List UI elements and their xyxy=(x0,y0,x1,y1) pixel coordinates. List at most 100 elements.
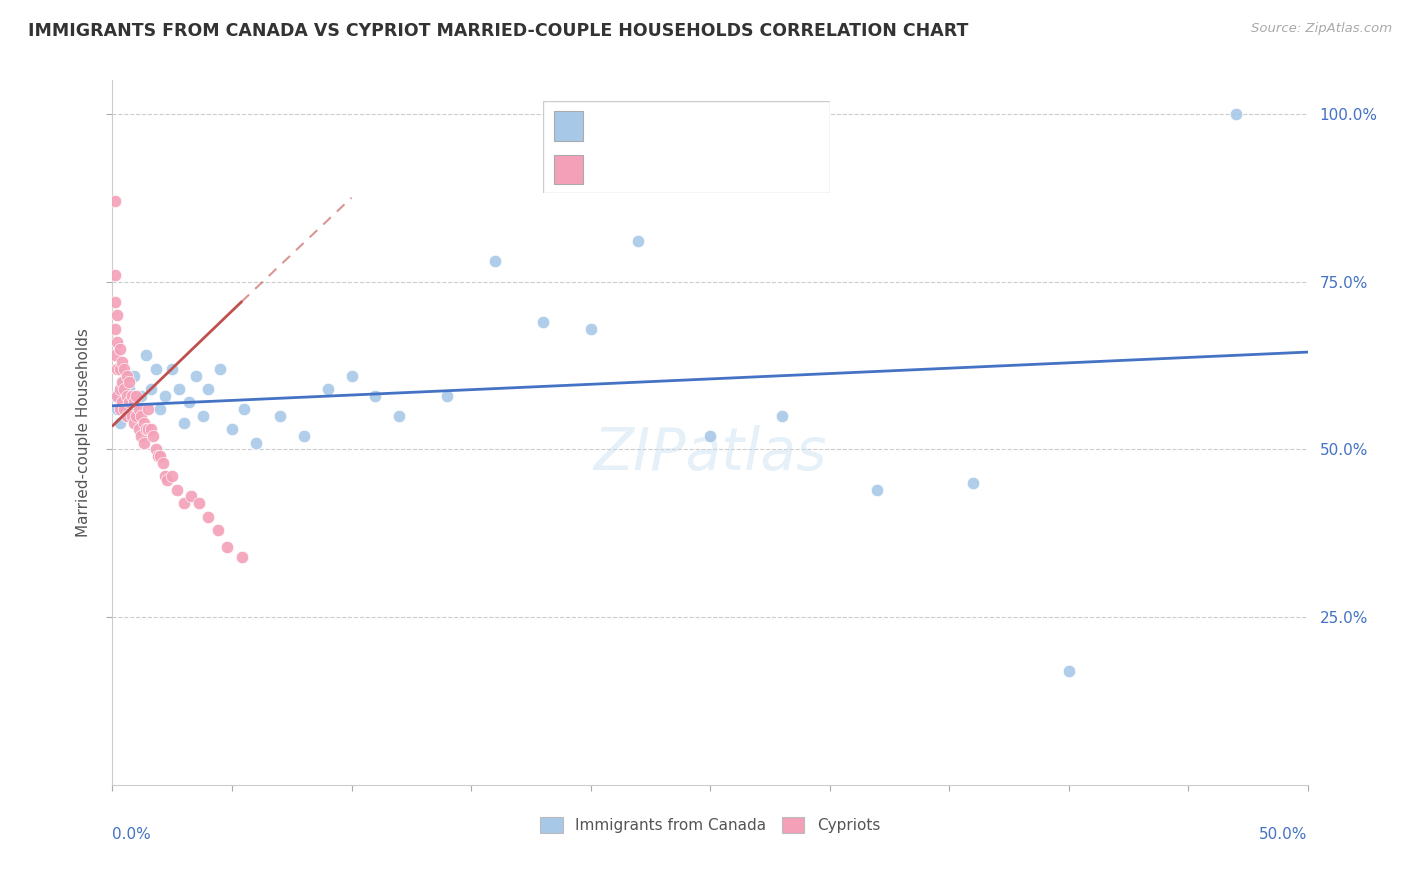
Point xyxy=(231,549,253,564)
Point xyxy=(162,469,183,483)
Point xyxy=(156,473,179,487)
Point xyxy=(173,416,195,430)
Point xyxy=(162,362,183,376)
Point xyxy=(108,342,131,356)
Point xyxy=(138,402,160,417)
Point xyxy=(118,376,141,390)
Point xyxy=(104,268,127,282)
Point xyxy=(108,416,131,430)
Point xyxy=(193,409,215,423)
Point xyxy=(135,348,157,362)
Point xyxy=(125,409,148,423)
Point xyxy=(128,422,150,436)
Point xyxy=(115,409,138,423)
Point xyxy=(104,294,127,309)
Point xyxy=(531,315,554,329)
Point xyxy=(111,395,134,409)
Point xyxy=(166,483,188,497)
Point xyxy=(129,409,152,423)
Point xyxy=(105,362,128,376)
Point xyxy=(105,334,128,349)
Point xyxy=(866,483,889,497)
Text: ZIPatlas: ZIPatlas xyxy=(593,425,827,483)
Point xyxy=(436,389,458,403)
Point xyxy=(149,402,172,417)
Point xyxy=(197,509,219,524)
Point xyxy=(135,422,157,436)
Point xyxy=(104,194,127,208)
Point xyxy=(125,395,148,409)
Point xyxy=(108,382,131,396)
Point xyxy=(129,389,152,403)
Text: 50.0%: 50.0% xyxy=(1260,827,1308,842)
Point xyxy=(132,435,155,450)
Point xyxy=(139,422,162,436)
Point xyxy=(699,429,721,443)
Point xyxy=(122,395,145,409)
Y-axis label: Married-couple Households: Married-couple Households xyxy=(76,328,91,537)
Point xyxy=(627,235,650,249)
Text: IMMIGRANTS FROM CANADA VS CYPRIOT MARRIED-COUPLE HOUSEHOLDS CORRELATION CHART: IMMIGRANTS FROM CANADA VS CYPRIOT MARRIE… xyxy=(28,22,969,40)
Point xyxy=(364,389,387,403)
Point xyxy=(105,308,128,322)
Point xyxy=(173,496,195,510)
Point xyxy=(114,362,135,376)
Point xyxy=(388,409,411,423)
Point xyxy=(579,321,602,335)
Point xyxy=(139,382,162,396)
Point xyxy=(209,362,232,376)
Point xyxy=(217,540,239,554)
Point xyxy=(104,389,127,403)
Point xyxy=(111,355,134,369)
Point xyxy=(122,368,145,383)
Point xyxy=(152,456,174,470)
Text: 0.0%: 0.0% xyxy=(112,827,152,842)
Point xyxy=(197,382,219,396)
Point xyxy=(104,321,127,335)
Point xyxy=(115,409,138,423)
Point xyxy=(149,449,172,463)
Point xyxy=(145,442,167,457)
Point xyxy=(177,395,200,409)
Point xyxy=(108,402,131,417)
Point xyxy=(962,475,984,490)
Point xyxy=(111,376,134,390)
Point xyxy=(111,395,134,409)
Point xyxy=(186,368,208,383)
Point xyxy=(114,402,135,417)
Point xyxy=(105,389,128,403)
Point xyxy=(121,402,143,417)
Point xyxy=(1225,107,1247,121)
Point xyxy=(132,416,155,430)
Point xyxy=(121,409,143,423)
Point xyxy=(108,362,131,376)
Point xyxy=(292,429,315,443)
Point xyxy=(1057,664,1080,678)
Point xyxy=(153,469,176,483)
Point xyxy=(118,395,141,409)
Point xyxy=(121,389,143,403)
Point xyxy=(114,376,135,390)
Point xyxy=(146,449,169,463)
Point xyxy=(180,489,202,503)
Point xyxy=(129,429,152,443)
Point xyxy=(142,429,165,443)
Point xyxy=(245,435,267,450)
Point xyxy=(114,382,135,396)
Point xyxy=(484,254,506,268)
Point xyxy=(153,389,176,403)
Point xyxy=(221,422,243,436)
Point xyxy=(145,362,167,376)
Point xyxy=(233,402,256,417)
Point xyxy=(340,368,363,383)
Point xyxy=(118,382,141,396)
Point xyxy=(125,389,148,403)
Point xyxy=(128,402,150,417)
Point xyxy=(115,389,138,403)
Point xyxy=(207,523,229,537)
Point xyxy=(316,382,339,396)
Legend: Immigrants from Canada, Cypriots: Immigrants from Canada, Cypriots xyxy=(533,809,887,841)
Point xyxy=(770,409,793,423)
Point xyxy=(104,348,127,362)
Text: Source: ZipAtlas.com: Source: ZipAtlas.com xyxy=(1251,22,1392,36)
